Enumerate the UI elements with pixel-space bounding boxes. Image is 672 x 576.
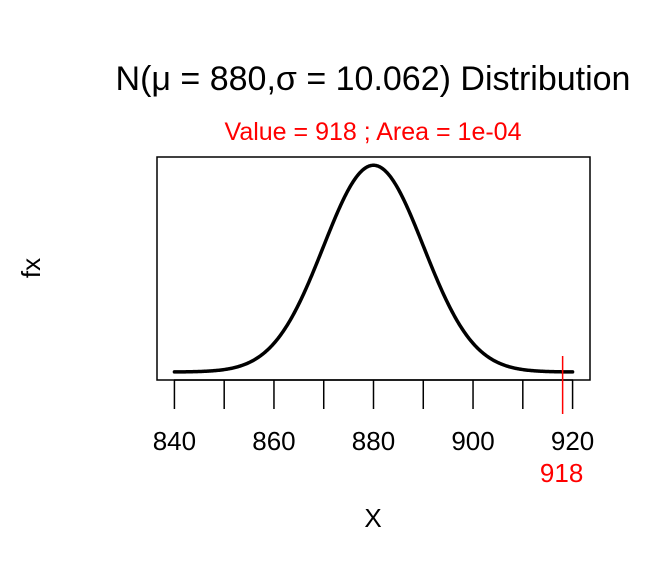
x-axis-ticks: [173, 380, 574, 409]
value-marker-label: 918: [540, 458, 583, 488]
chart-subtitle: Value = 918 ; Area = 1e-04: [225, 118, 522, 146]
x-tick-label-840: 840: [153, 426, 196, 456]
x-tick-label-880: 880: [352, 426, 395, 456]
y-axis-label: fx: [16, 258, 46, 278]
chart-title: N(μ = 880,σ = 10.062) Distribution: [116, 60, 631, 98]
plot-frame: [156, 156, 591, 381]
x-tick-label-920: 920: [551, 426, 594, 456]
x-axis-tick-labels: 840 860 880 900 920: [153, 426, 595, 456]
density-curve: [172, 163, 575, 374]
x-tick-label-900: 900: [451, 426, 494, 456]
x-axis-label: X: [364, 503, 381, 533]
x-tick-label-860: 860: [252, 426, 295, 456]
